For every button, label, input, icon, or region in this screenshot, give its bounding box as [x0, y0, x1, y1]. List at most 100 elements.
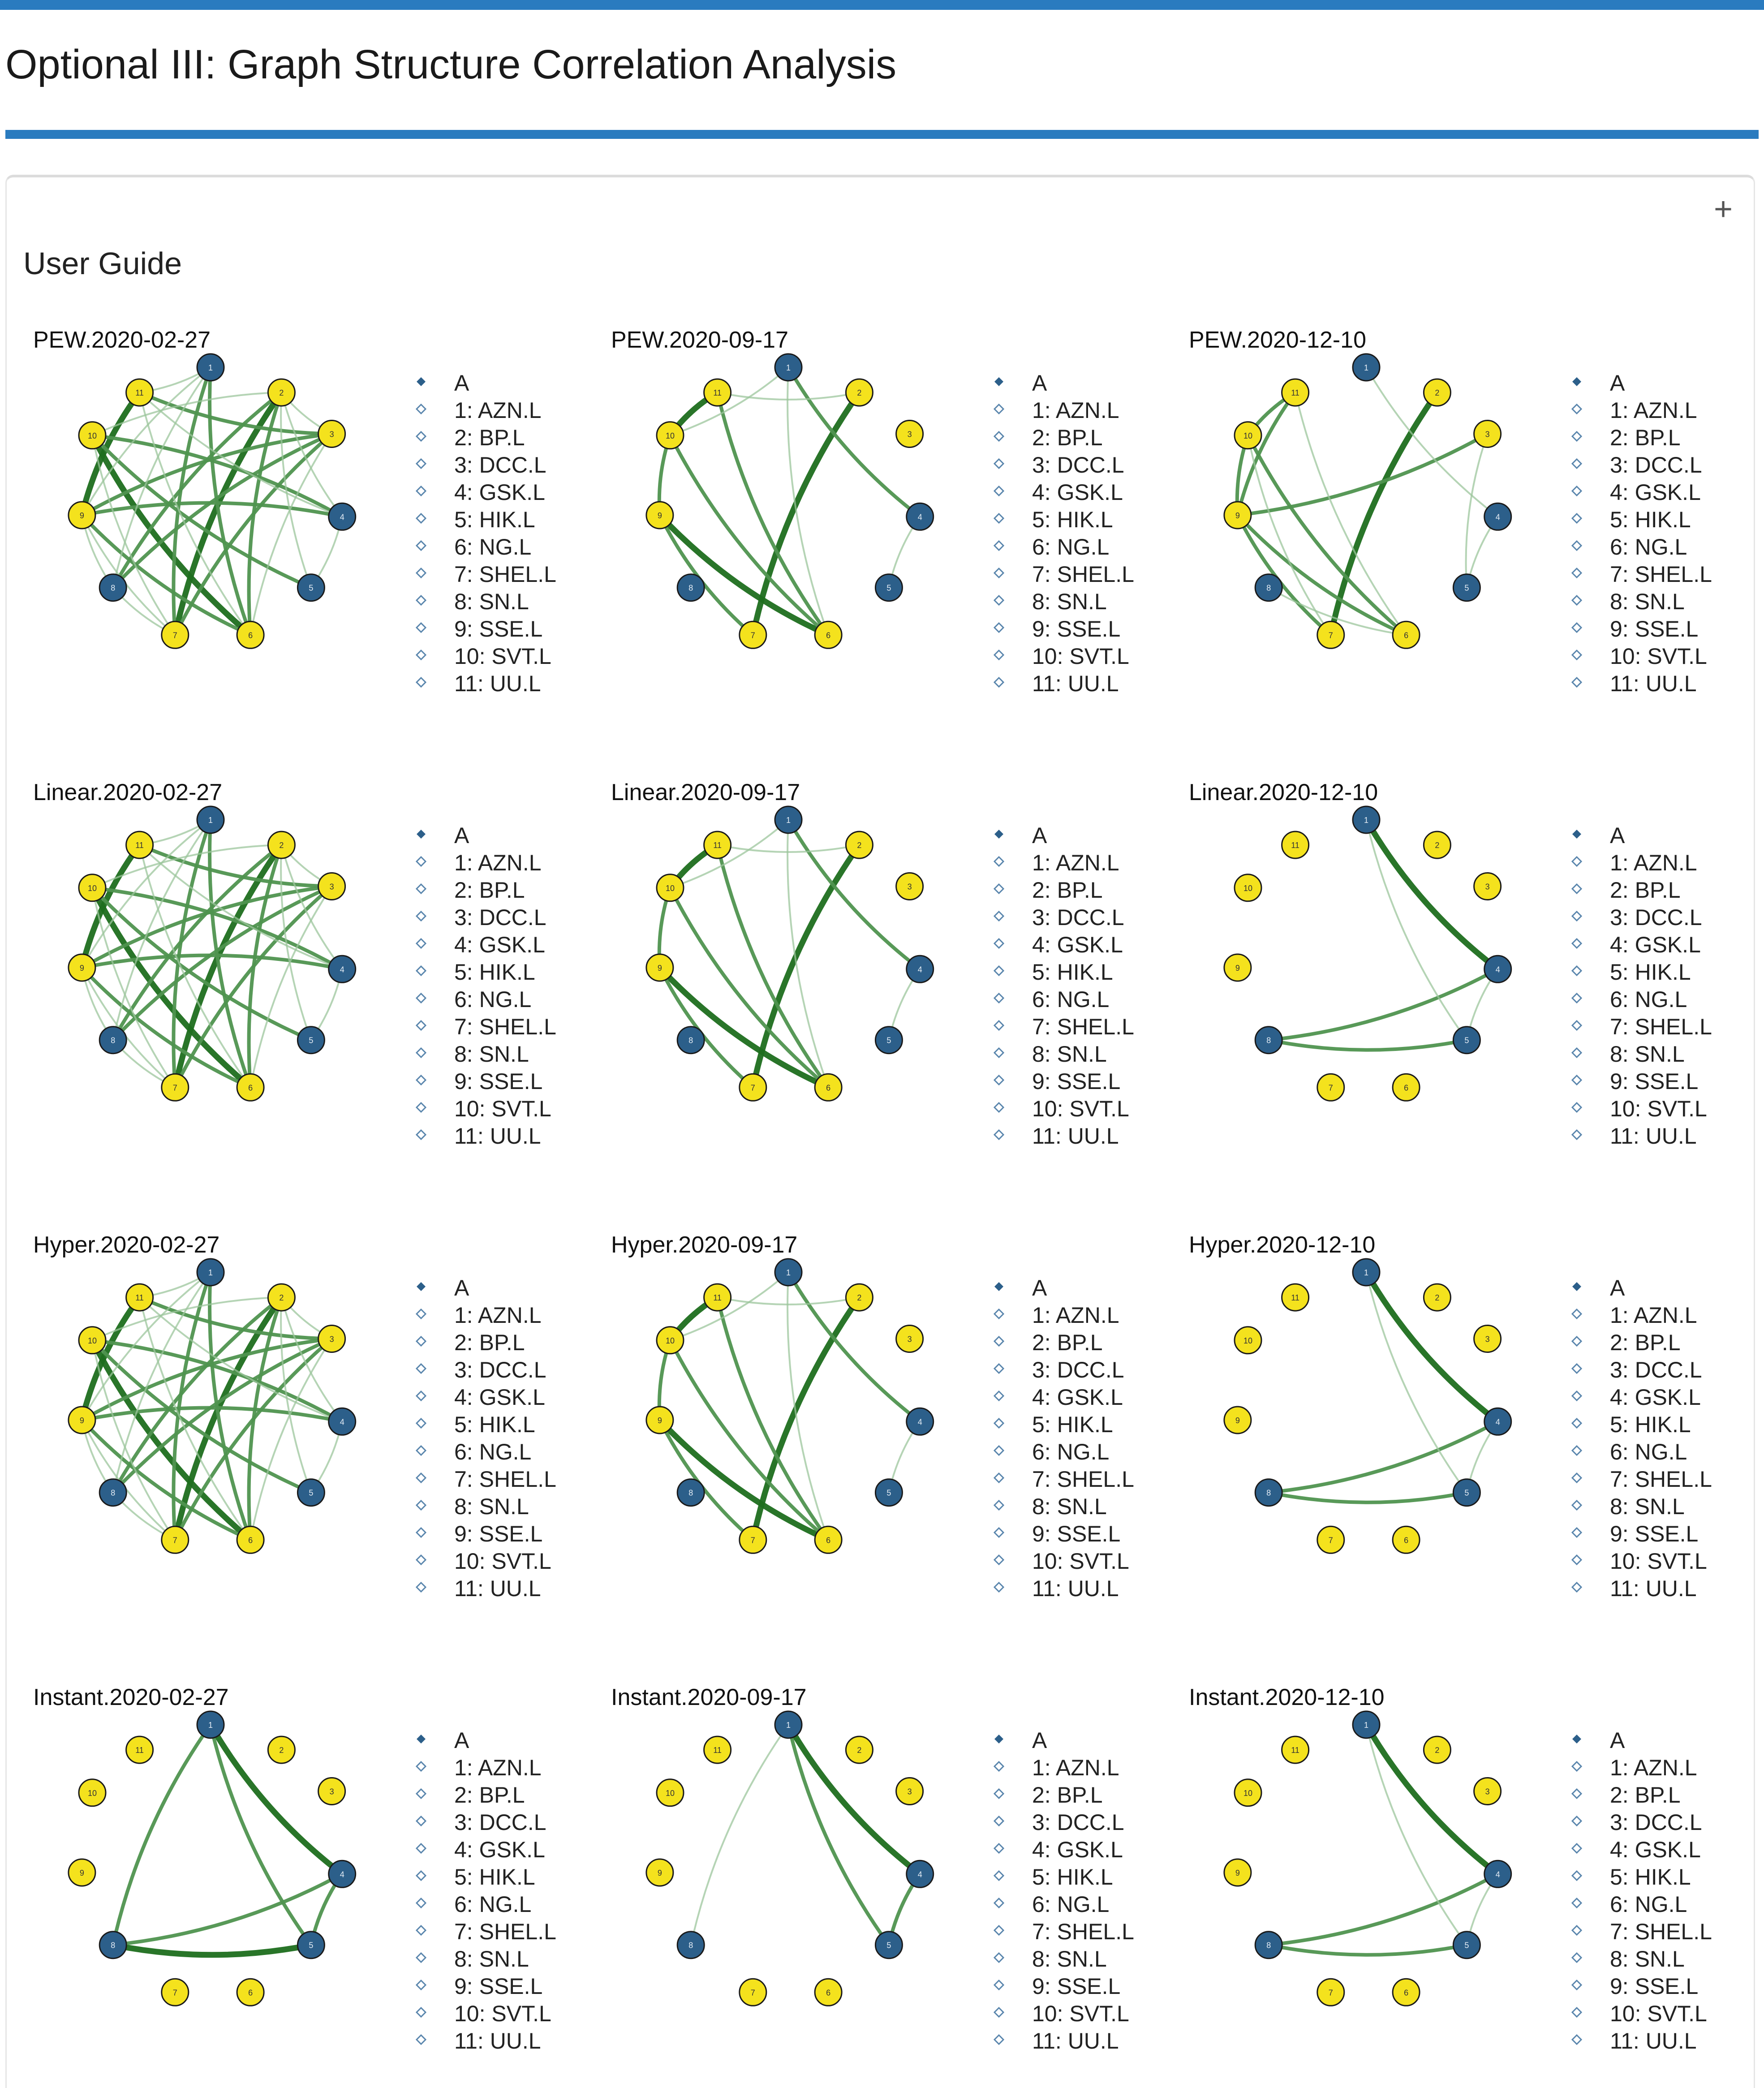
legend-diamond-outline-icon	[415, 1390, 427, 1402]
graph-edge	[250, 1338, 333, 1541]
graph-edge	[209, 1723, 313, 1947]
graph-node-7	[1317, 1525, 1345, 1554]
graph-node-1	[774, 805, 803, 834]
legend-diamond-outline-icon	[993, 594, 1005, 606]
graph-edge	[111, 884, 334, 1042]
graph-title: PEW.2020-09-17	[611, 327, 788, 353]
legend-diamond-outline-icon	[1571, 1074, 1583, 1086]
graph-node-5	[297, 1478, 325, 1507]
graph-node-label: 11	[1291, 1293, 1299, 1302]
legend-diamond-icon	[417, 1735, 426, 1744]
graph-node-4	[1484, 1407, 1512, 1436]
legend-header: A	[454, 823, 469, 848]
graph-node-1	[196, 1710, 225, 1739]
graph-node-label: 10	[666, 884, 675, 893]
graph-node-label: 10	[1243, 431, 1252, 440]
graph-node-label: 4	[918, 1870, 922, 1879]
graph-edge	[657, 512, 831, 638]
graph-node-label: 4	[1496, 512, 1500, 521]
graph-node-label: 5	[309, 1941, 313, 1950]
graph-edge	[112, 1271, 211, 1494]
graph-node-label: 5	[309, 1036, 313, 1045]
legend-diamond-outline-icon	[415, 1554, 427, 1566]
legend-diamond-outline-icon	[415, 1870, 427, 1881]
graph-node-8	[676, 573, 705, 602]
graph-node-5	[297, 1026, 325, 1055]
graph-node-label: 11	[713, 841, 722, 850]
page-title: Optional III: Graph Structure Correlatio…	[5, 42, 897, 87]
legend-diamond-icon	[417, 830, 426, 839]
graph-node-7	[739, 1978, 767, 2006]
graph-node-11	[125, 831, 154, 859]
expand-panel-button[interactable]: +	[1713, 191, 1733, 227]
graph-node-label: 1	[208, 363, 213, 372]
graph-node-3	[1473, 1777, 1502, 1805]
graph-edge	[80, 513, 253, 637]
graph-node-label: 2	[857, 1293, 861, 1302]
legend-diamond-outline-icon	[1571, 1788, 1583, 1800]
graph-node-7	[161, 1525, 189, 1554]
graph-node-label: 1	[1364, 1268, 1368, 1277]
graph-node-1	[1352, 1258, 1381, 1287]
graph-edge	[280, 392, 343, 518]
legend-item: 6: NG.L	[454, 534, 531, 560]
legend-item: 6: NG.L	[454, 987, 531, 1012]
legend-diamond-outline-icon	[1571, 1581, 1583, 1593]
graph-node-label: 11	[1291, 1746, 1299, 1755]
graph-title: Instant.2020-09-17	[611, 1684, 807, 1710]
legend-diamond-outline-icon	[993, 1761, 1005, 1772]
legend-item: 8: SN.L	[454, 1494, 529, 1519]
graph-node-label: 4	[1496, 1417, 1500, 1426]
legend-diamond-outline-icon	[993, 1390, 1005, 1402]
legend-item: 2: BP.L	[1610, 1330, 1681, 1355]
graph-node-4	[328, 1407, 357, 1436]
graph-node-1	[774, 1710, 803, 1739]
graph-node-6	[236, 1978, 265, 2006]
legend-diamond-outline-icon	[1571, 1335, 1583, 1347]
legend-item: 5: HIK.L	[454, 960, 535, 985]
graph-node-9	[645, 953, 674, 982]
legend-item: 10: SVT.L	[454, 2001, 551, 2026]
legend-diamond-outline-icon	[993, 1335, 1005, 1347]
legend-diamond-outline-icon	[993, 485, 1005, 497]
network-graph: PEW.2020-09-17 1 2 3 4 5 6 7 8 9 10 11 A1: AZN.L2: B…	[611, 327, 1134, 696]
legend-header: A	[1610, 370, 1625, 396]
graph-node-1	[1352, 805, 1381, 834]
graph-node-4	[906, 1407, 934, 1436]
graph-node-1	[1352, 1710, 1381, 1739]
network-graph: Linear.2020-12-10 1 2 3 4 5 6 7 8 9 10 11 A1: AZN.L 2…	[1189, 779, 1712, 1149]
graph-node-1	[774, 353, 803, 382]
legend-diamond-outline-icon	[415, 2034, 427, 2045]
graph-node-label: 8	[1266, 1489, 1271, 1498]
legend-item: 10: SVT.L	[1610, 644, 1707, 669]
legend-diamond-outline-icon	[1571, 1870, 1583, 1881]
graph-edge	[91, 1296, 283, 1341]
graph-node-7	[1317, 620, 1345, 649]
graph-node-label: 7	[173, 1536, 177, 1545]
legend-item: 1: AZN.L	[1610, 850, 1697, 875]
graph-edge	[90, 886, 313, 1042]
graph-edge	[80, 966, 253, 1089]
graph-node-11	[703, 1735, 732, 1764]
graph-node-label: 6	[826, 1988, 830, 1997]
graph-node-10	[78, 421, 107, 450]
graph-edge	[80, 884, 334, 969]
legend-diamond-outline-icon	[1571, 1445, 1583, 1456]
graph-edge	[138, 844, 343, 970]
graph-node-4	[328, 955, 357, 983]
graph-node-9	[1223, 501, 1252, 530]
legend-item: 8: SN.L	[1610, 589, 1685, 614]
legend-item: 7: SHEL.L	[454, 1467, 556, 1492]
graph-node-label: 8	[111, 1036, 115, 1045]
legend-item: 4: GSK.L	[1032, 480, 1123, 505]
graph-node-1	[196, 1258, 225, 1287]
graph-node-label: 3	[908, 1787, 912, 1796]
graph-edge	[91, 392, 283, 436]
legend-diamond-outline-icon	[1571, 883, 1583, 895]
graph-node-label: 1	[786, 1268, 791, 1277]
legend-diamond-icon	[417, 1282, 426, 1291]
legend-diamond-outline-icon	[415, 1020, 427, 1031]
graph-node-label: 10	[88, 431, 97, 440]
legend-diamond-outline-icon	[415, 622, 427, 633]
graph-title: Linear.2020-02-27	[33, 779, 222, 805]
